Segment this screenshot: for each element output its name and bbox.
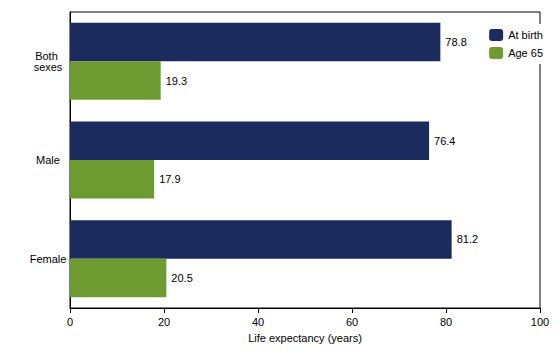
svg-text:20: 20 [158, 316, 170, 328]
svg-text:60: 60 [346, 316, 358, 328]
svg-text:40: 40 [252, 316, 264, 328]
svg-text:100: 100 [531, 316, 549, 328]
svg-text:76.4: 76.4 [434, 135, 455, 147]
svg-text:78.8: 78.8 [445, 36, 466, 48]
svg-text:0: 0 [67, 316, 73, 328]
svg-text:81.2: 81.2 [457, 233, 478, 245]
svg-text:20.5: 20.5 [171, 272, 192, 284]
svg-text:Life expectancy (years): Life expectancy (years) [248, 332, 362, 344]
svg-text:19.3: 19.3 [166, 75, 187, 87]
svg-text:Age 65: Age 65 [508, 47, 543, 59]
svg-text:17.9: 17.9 [159, 173, 180, 185]
svg-text:80: 80 [440, 316, 452, 328]
svg-text:Male: Male [36, 154, 60, 166]
svg-text:At birth: At birth [508, 29, 543, 41]
svg-text:sexes: sexes [34, 61, 63, 73]
svg-text:Female: Female [30, 253, 67, 265]
svg-text:Both: Both [35, 49, 61, 62]
